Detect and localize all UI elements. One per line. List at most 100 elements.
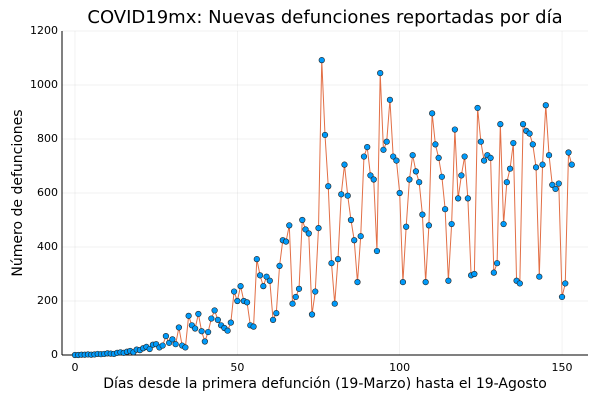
data-point (250, 323, 257, 330)
data-point (406, 176, 413, 183)
data-point (386, 96, 394, 103)
data-point (305, 230, 312, 237)
y-tick-label: 0 (51, 348, 58, 361)
data-point (299, 216, 306, 224)
data-point (500, 220, 507, 228)
x-tick-label: 100 (389, 361, 410, 374)
data-point (552, 185, 559, 193)
data-point (159, 342, 166, 349)
y-tick-label: 600 (37, 186, 58, 199)
data-point (412, 168, 420, 175)
data-point (341, 161, 348, 168)
data-point (442, 206, 449, 213)
data-point (364, 144, 371, 151)
data-point (214, 316, 221, 324)
data-point (338, 191, 345, 198)
data-point (422, 279, 429, 286)
data-point (399, 279, 407, 286)
data-point (286, 222, 293, 229)
x-axis-label: Días desde la primera defunción (19-Marz… (103, 376, 547, 392)
x-tick-label: 50 (230, 361, 244, 374)
data-point (373, 247, 381, 255)
data-point (429, 110, 436, 117)
data-point (295, 285, 303, 292)
data-point (432, 141, 439, 148)
data-point (243, 299, 251, 306)
data-point (367, 172, 374, 179)
data-point (425, 222, 433, 229)
data-point (529, 141, 536, 148)
data-point (539, 161, 546, 168)
data-point (510, 139, 517, 147)
data-point (542, 102, 549, 109)
data-point (370, 176, 377, 183)
y-tick-label: 1000 (30, 78, 58, 91)
data-point (380, 146, 387, 153)
data-point (471, 270, 478, 278)
data-point (260, 283, 267, 290)
data-point (403, 223, 410, 230)
data-point (377, 70, 384, 77)
data-point (289, 300, 296, 307)
data-point (445, 277, 452, 284)
data-point (555, 180, 562, 187)
data-point (318, 57, 325, 64)
data-point (438, 173, 445, 180)
data-point (474, 104, 481, 112)
data-point (321, 131, 329, 139)
data-point (396, 189, 403, 197)
data-point (493, 260, 501, 267)
data-point (565, 149, 572, 156)
data-point (497, 121, 504, 128)
data-point (237, 283, 244, 290)
data-point (234, 297, 241, 305)
data-point (451, 126, 458, 133)
data-point (273, 310, 280, 317)
data-point (435, 154, 442, 161)
data-point (282, 238, 290, 245)
data-point (383, 138, 390, 145)
data-point (347, 216, 355, 224)
data-point (532, 164, 540, 171)
data-point (549, 181, 556, 188)
data-point (562, 280, 569, 287)
data-point (146, 345, 153, 353)
data-point (390, 153, 397, 160)
data-point (208, 315, 215, 322)
y-tick-label: 200 (37, 294, 58, 307)
data-point (545, 152, 553, 159)
data-point (416, 179, 423, 186)
data-point (211, 307, 218, 314)
data-point (458, 172, 465, 179)
data-point (519, 121, 527, 128)
data-point (477, 138, 484, 145)
x-tick-label: 150 (552, 361, 573, 374)
data-point (162, 333, 170, 340)
data-point (480, 157, 488, 164)
data-point (302, 226, 309, 233)
data-point (192, 325, 199, 332)
data-point (263, 273, 270, 280)
data-line (74, 60, 573, 356)
data-point (253, 256, 260, 263)
y-tick-label: 400 (37, 240, 58, 253)
data-point (448, 220, 455, 228)
data-point (357, 233, 364, 240)
data-point (419, 211, 426, 218)
data-point (506, 165, 514, 172)
data-point (230, 288, 238, 295)
data-point (312, 288, 319, 295)
data-point (227, 319, 234, 326)
data-point (516, 280, 523, 287)
data-point (393, 157, 400, 164)
data-point (315, 225, 322, 232)
data-point (344, 192, 351, 199)
data-point (224, 327, 231, 334)
data-point (360, 153, 368, 160)
data-point (487, 154, 494, 161)
data-point (175, 324, 182, 331)
data-point (328, 260, 335, 267)
chart-title: COVID19mx: Nuevas defunciones reportadas… (87, 7, 562, 28)
